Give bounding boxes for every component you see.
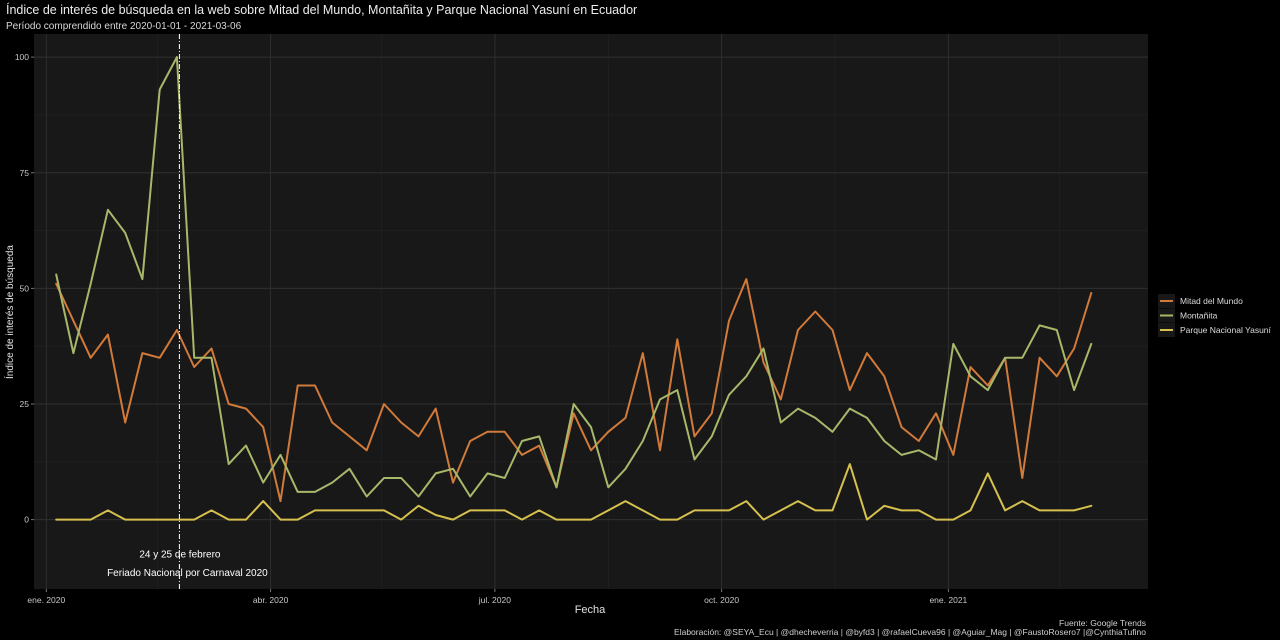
x-tick-label: abr. 2020: [253, 595, 289, 605]
y-tick-label: 100: [15, 52, 29, 62]
y-tick-label: 25: [20, 399, 30, 409]
chart-title: Índice de interés de búsqueda en la web …: [6, 2, 637, 17]
y-tick-label: 75: [20, 168, 30, 178]
legend-label: Montañita: [1180, 311, 1218, 321]
legend-label: Mitad del Mundo: [1180, 296, 1243, 306]
x-axis-ticks: ene. 2020 abr. 2020 jul. 2020 oct. 2020 ene.…: [27, 589, 968, 605]
x-tick-label: oct. 2020: [704, 595, 739, 605]
legend: Mitad del Mundo Montañita Parque Nacional …: [1158, 294, 1272, 337]
series-line-1: [55, 56, 1093, 498]
y-tick-label: 0: [24, 515, 29, 525]
x-tick-label: ene. 2021: [929, 595, 967, 605]
annotation-line-1: 24 y 25 de febrero: [139, 549, 221, 560]
y-axis-label: Índice de interés de búsqueda: [3, 245, 16, 379]
series-line-0: [55, 278, 1093, 503]
chart-subtitle: Período comprendido entre 2020-01-01 - 2…: [6, 21, 242, 32]
legend-label: Parque Nacional Yasuní: [1180, 325, 1272, 335]
series-lines: [55, 56, 1093, 521]
y-tick-label: 50: [20, 283, 30, 293]
plot-panel: [34, 34, 1148, 589]
caption-source: Fuente: Google Trends: [1059, 618, 1146, 628]
x-tick-label: jul. 2020: [478, 595, 511, 605]
holiday-annotation: 24 y 25 de febrero Feriado Nacional por …: [107, 34, 268, 589]
x-tick-label: ene. 2020: [27, 595, 65, 605]
caption-credits: Elaboración: @SEYA_Ecu | @dhecheverria |…: [674, 627, 1146, 637]
x-axis-label: Fecha: [575, 604, 606, 616]
series-line-2: [55, 463, 1093, 521]
annotation-line-2: Feriado Nacional por Carnaval 2020: [107, 568, 268, 579]
y-axis-ticks: 0 25 50 75 100: [15, 52, 34, 525]
